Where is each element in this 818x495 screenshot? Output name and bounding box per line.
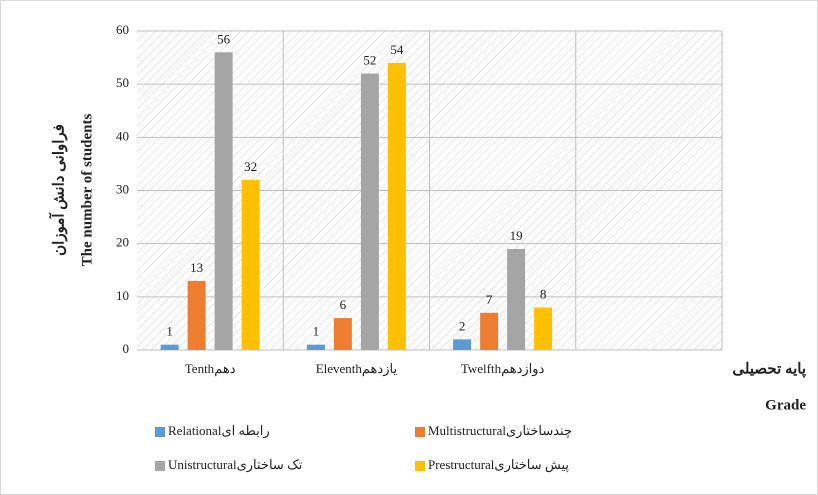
y-tick-label: 60 xyxy=(116,22,129,37)
data-label: 52 xyxy=(363,53,376,68)
bar xyxy=(241,179,260,350)
y-tick-label: 30 xyxy=(116,181,129,196)
data-label: 2 xyxy=(459,318,466,333)
bar xyxy=(453,339,472,350)
x-tick-label: Twelfthدوازدهم xyxy=(461,361,545,377)
data-label: 13 xyxy=(190,260,203,275)
y-tick-label: 0 xyxy=(123,341,130,356)
legend-label: Prestructuralپیش ساختاری xyxy=(428,457,569,473)
legend-label: Multistructuralچندساختاری xyxy=(428,423,572,439)
bar xyxy=(214,52,233,351)
y-axis-label: The number of students xyxy=(79,114,95,267)
data-label: 1 xyxy=(166,324,173,339)
data-label: 8 xyxy=(540,286,547,301)
data-label: 32 xyxy=(244,159,257,174)
legend-label: Relationalرابطه ای xyxy=(168,423,270,439)
bar xyxy=(160,344,179,350)
x-axis-label: Grade xyxy=(765,397,806,413)
x-axis-label: پایه تحصیلی xyxy=(732,361,806,378)
bar xyxy=(333,318,352,350)
x-tick-label: Eleventhیازدهم xyxy=(316,361,398,377)
legend-swatch xyxy=(155,461,165,471)
legend-swatch xyxy=(415,461,425,471)
bar xyxy=(480,312,499,350)
data-label: 6 xyxy=(340,297,347,312)
data-label: 56 xyxy=(217,31,231,46)
bar xyxy=(187,280,206,350)
x-tick-label: Tenthدهم xyxy=(185,361,236,377)
legend-label: Unistructuralتک ساختاری xyxy=(168,457,303,473)
y-tick-label: 10 xyxy=(116,288,129,303)
legend-swatch xyxy=(155,427,165,437)
bar xyxy=(387,62,406,351)
data-label: 1 xyxy=(313,324,320,339)
y-tick-label: 50 xyxy=(116,75,129,90)
data-label: 7 xyxy=(486,292,493,307)
legend-swatch xyxy=(415,427,425,437)
y-tick-label: 20 xyxy=(116,235,129,250)
bar xyxy=(507,248,526,350)
bar xyxy=(534,307,553,350)
data-label: 19 xyxy=(510,228,523,243)
y-axis-label: فراوانی دانش آموزان xyxy=(48,124,67,256)
bar xyxy=(306,344,325,350)
data-label: 54 xyxy=(390,42,404,57)
y-tick-label: 40 xyxy=(116,128,129,143)
bar xyxy=(360,73,379,351)
